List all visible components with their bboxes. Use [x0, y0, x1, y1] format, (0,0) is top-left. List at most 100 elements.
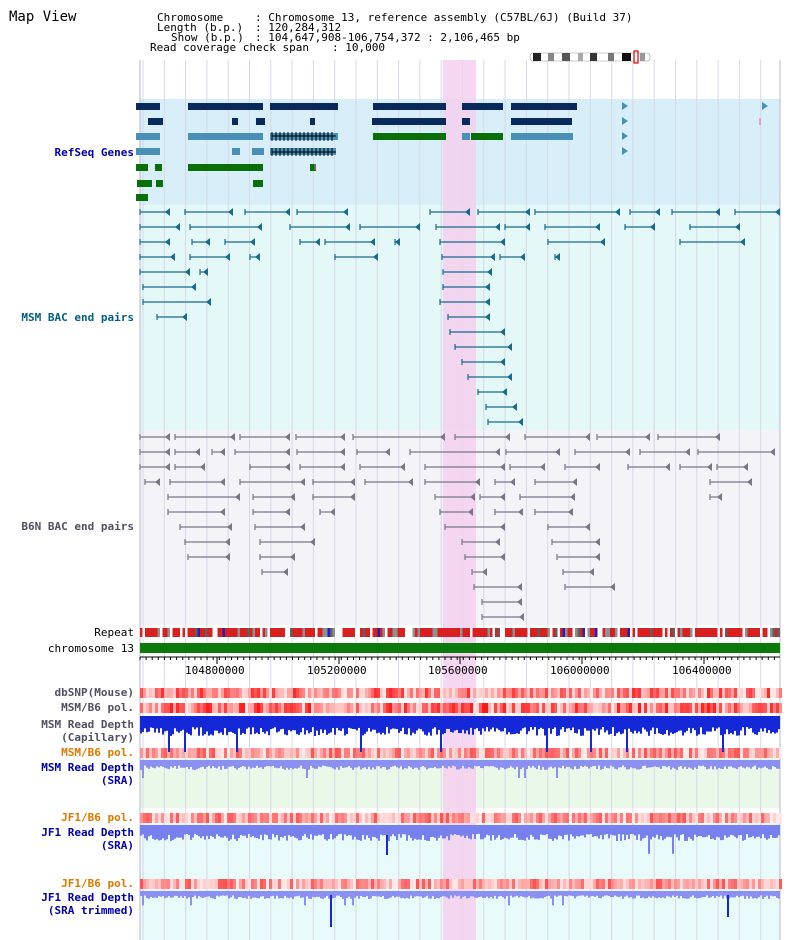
heat-cell — [482, 703, 485, 713]
depth-bar — [766, 891, 768, 896]
heat-cell — [305, 879, 308, 889]
heat-cell — [281, 813, 284, 823]
repeat-cell — [380, 628, 383, 637]
track-label-jf1-pol-1[interactable]: JF1/B6 pol. — [61, 811, 134, 824]
heat-cell — [203, 688, 206, 698]
depth-bar — [160, 760, 162, 767]
depth-bar — [768, 825, 770, 839]
heat-cell — [194, 703, 197, 713]
heat-cell — [311, 688, 314, 698]
heat-cell — [572, 688, 575, 698]
depth-bar — [574, 891, 576, 899]
heat-cell — [527, 688, 530, 698]
depth-bar — [398, 716, 400, 733]
track-label-msm-depth-cap[interactable]: MSM Read Depth — [41, 718, 134, 731]
track-label-jf1-depth-sra[interactable]: JF1 Read Depth — [41, 826, 134, 839]
depth-bar — [542, 716, 544, 729]
repeat-cell — [352, 628, 355, 637]
heat-cell — [557, 879, 560, 889]
heat-cell — [761, 879, 764, 889]
depth-bar — [212, 891, 214, 899]
heat-cell — [479, 813, 482, 823]
heat-cell — [476, 748, 479, 758]
depth-bar — [266, 760, 268, 767]
heat-cell — [668, 688, 671, 698]
b6n-bac-pair — [468, 508, 473, 516]
heat-cell — [413, 879, 416, 889]
heat-cell — [479, 748, 482, 758]
heat-cell — [461, 813, 464, 823]
depth-bar — [672, 825, 674, 854]
depth-bar — [272, 716, 274, 729]
track-label-jf1-depth-trim[interactable]: JF1 Read Depth — [41, 891, 134, 904]
heat-cell — [146, 703, 149, 713]
heat-cell — [293, 688, 296, 698]
track-label-refseq-genes[interactable]: RefSeq Genes — [54, 146, 134, 159]
heat-cell — [218, 748, 221, 758]
heat-cell — [719, 703, 722, 713]
heat-cell — [773, 813, 776, 823]
depth-bar — [334, 760, 336, 770]
repeat-cell — [267, 628, 270, 637]
track-label-msm-pol-1[interactable]: MSM/B6 pol. — [61, 701, 134, 714]
heat-cell — [590, 879, 593, 889]
heat-cell — [644, 703, 647, 713]
depth-bar — [230, 825, 232, 840]
track-label-repeat[interactable]: Repeat — [94, 626, 134, 639]
repeat-cell — [552, 628, 555, 637]
track-label-b6n-bac[interactable]: B6N BAC end pairs — [21, 520, 134, 533]
depth-bar — [234, 825, 236, 840]
heat-cell — [611, 703, 614, 713]
depth-bar — [560, 825, 562, 837]
depth-bar — [298, 716, 300, 735]
heat-cell — [422, 688, 425, 698]
depth-bar — [440, 891, 442, 897]
depth-bar — [768, 760, 770, 770]
heat-cell — [752, 879, 755, 889]
heat-cell — [242, 879, 245, 889]
depth-bar — [618, 891, 620, 898]
depth-bar — [474, 716, 476, 730]
track-label-chromosome[interactable]: chromosome 13 — [47, 642, 134, 655]
heat-cell — [377, 703, 380, 713]
depth-bar — [442, 716, 444, 735]
depth-bar — [364, 891, 366, 898]
depth-bar — [612, 825, 614, 836]
depth-bar — [392, 891, 394, 897]
heat-cell — [245, 703, 248, 713]
track-label-msm-bac[interactable]: MSM BAC end pairs — [21, 311, 134, 324]
depth-bar — [380, 716, 382, 735]
depth-bar — [250, 760, 252, 769]
depth-bar — [326, 891, 328, 896]
depth-bar — [344, 825, 346, 835]
repeat-cell — [600, 628, 603, 637]
depth-bar — [144, 891, 146, 896]
depth-bar — [418, 760, 420, 770]
depth-bar — [168, 716, 170, 752]
heat-cell — [563, 688, 566, 698]
track-label-dbsnp[interactable]: dbSNP(Mouse) — [54, 686, 134, 699]
heat-cell — [332, 813, 335, 823]
depth-bar — [556, 891, 558, 897]
depth-bar — [666, 760, 668, 768]
heat-cell — [542, 813, 545, 823]
depth-bar — [438, 760, 440, 769]
heat-cell — [641, 688, 644, 698]
heat-cell — [308, 688, 311, 698]
depth-bar — [586, 825, 588, 835]
heat-cell — [383, 879, 386, 889]
heat-cell — [164, 748, 167, 758]
track-label-msm-pol-2[interactable]: MSM/B6 pol. — [61, 746, 134, 759]
ideogram-band — [578, 53, 583, 61]
heat-cell — [683, 703, 686, 713]
track-label-msm-depth-sra[interactable]: MSM Read Depth — [41, 761, 134, 774]
depth-bar — [772, 716, 774, 733]
heat-cell — [314, 688, 317, 698]
repeat-cell — [165, 628, 168, 637]
heat-cell — [611, 748, 614, 758]
heat-cell — [569, 688, 572, 698]
depth-bar — [408, 825, 410, 836]
track-label-jf1-pol-2[interactable]: JF1/B6 pol. — [61, 877, 134, 890]
depth-bar — [158, 716, 160, 733]
